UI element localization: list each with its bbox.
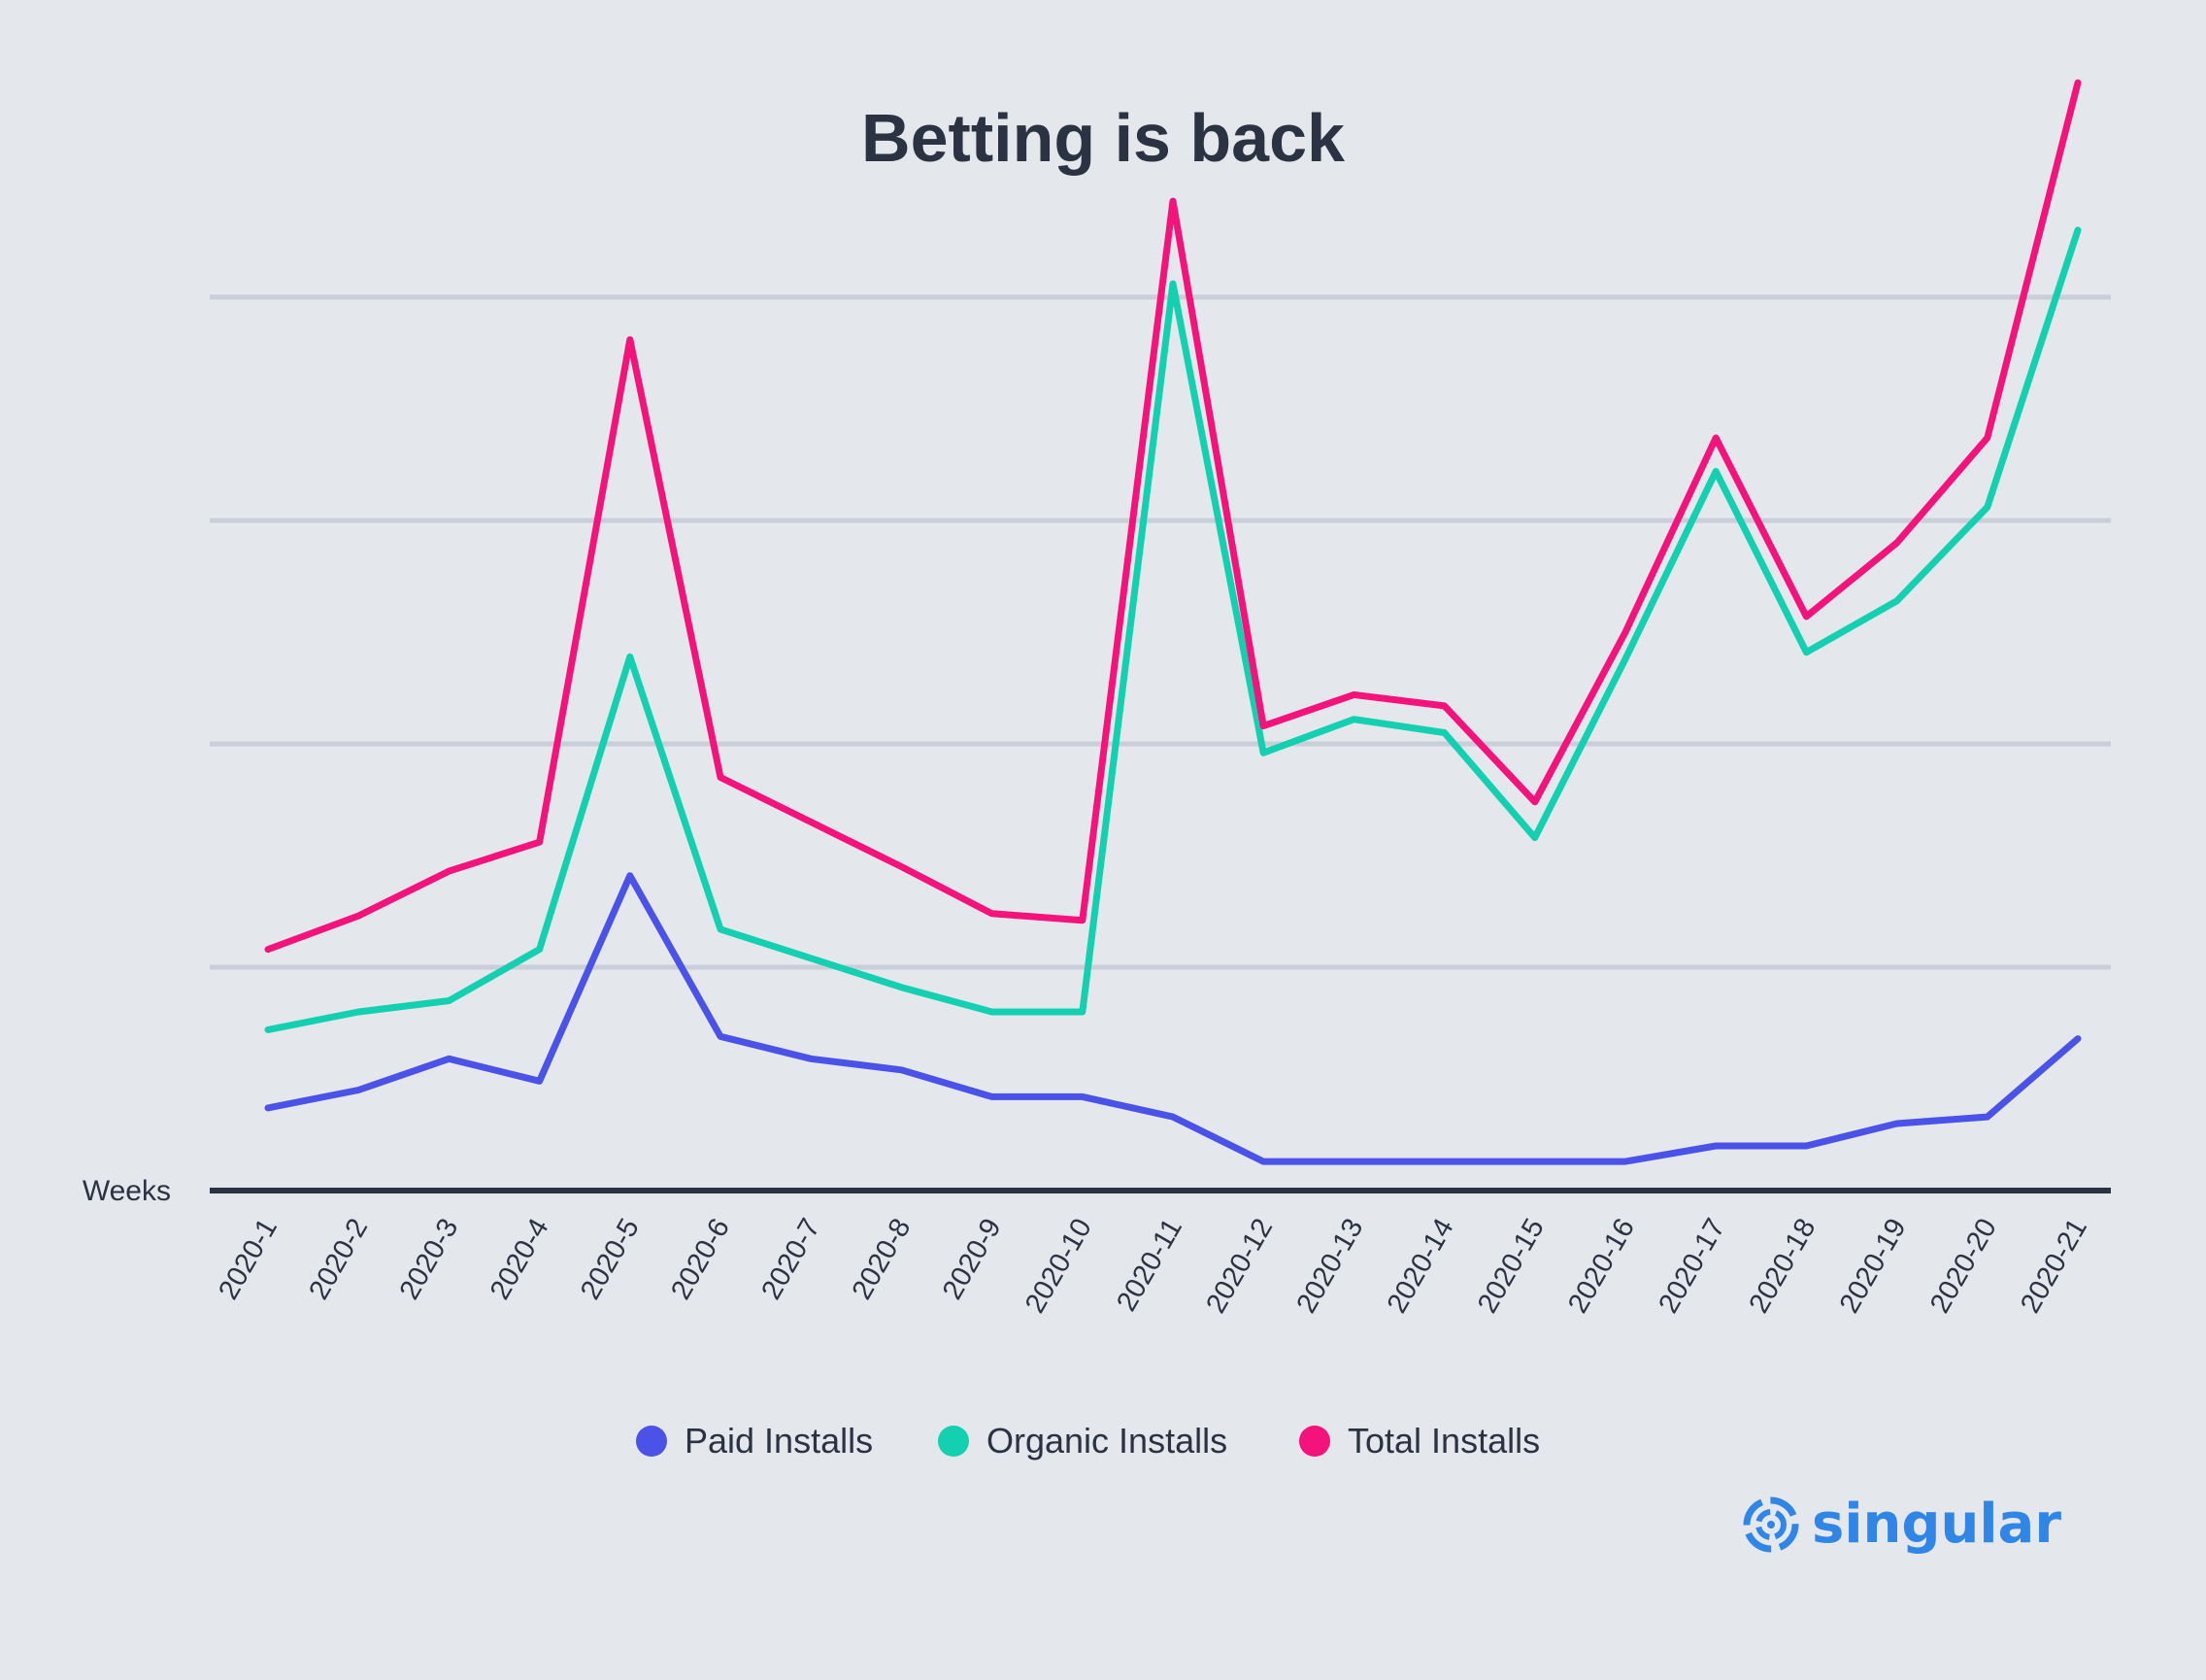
x-tick-label: 2020-14 [1382,1214,1460,1319]
x-tick-label: 2020-3 [394,1214,465,1305]
chart-title: Betting is back [861,100,1345,176]
x-tick-label: 2020-10 [1019,1214,1098,1319]
x-tick-label: 2020-8 [847,1214,918,1305]
legend-label: Organic Installs [986,1421,1227,1461]
x-tick-label: 2020-12 [1200,1214,1279,1319]
x-tick-label: 2020-18 [1744,1214,1822,1319]
x-tick-label: 2020-13 [1291,1214,1370,1319]
x-tick-label: 2020-4 [485,1214,555,1305]
series-line-total-installs [264,79,2082,954]
x-tick-label: 2020-2 [303,1214,374,1305]
singular-logo: singular [1743,1493,2061,1556]
x-tick-label: 2020-16 [1562,1214,1641,1319]
x-tick-label: 2020-11 [1111,1214,1188,1317]
x-tick-label: 2020-20 [1924,1214,2003,1319]
x-tick-label: 2020-9 [937,1214,1008,1305]
x-tick-label: 2020-17 [1653,1214,1731,1319]
legend-marker [938,1426,969,1457]
legend-marker [636,1426,667,1457]
x-tick-label: 2020-7 [755,1214,826,1305]
x-tick-label: 2020-5 [575,1214,646,1305]
singular-swirl-icon [1743,1496,1799,1553]
x-tick-label: 2020-21 [2015,1214,2093,1319]
series-line-organic-installs [264,226,2082,1033]
series-line-paid-installs [264,872,2082,1165]
legend-label: Paid Installs [685,1421,873,1461]
legend-marker [1299,1426,1330,1457]
x-tick-label: 2020-15 [1472,1214,1551,1319]
x-tick-label: 2020-1 [213,1214,284,1305]
logo-wordmark: singular [1812,1493,2061,1556]
x-tick-label: 2020-19 [1834,1214,1913,1319]
legend-label: Total Installs [1348,1421,1540,1461]
legend: Paid Installs Organic Installs Total Insta… [636,1421,1540,1461]
plot-area [264,79,2082,1165]
x-axis-label: Weeks [83,1175,171,1207]
x-axis-ticks: 2020-1 2020-2 2020-3 2020-4 2020-5 2020-6 2020… [213,1214,2093,1319]
x-tick-label: 2020-6 [665,1214,736,1305]
